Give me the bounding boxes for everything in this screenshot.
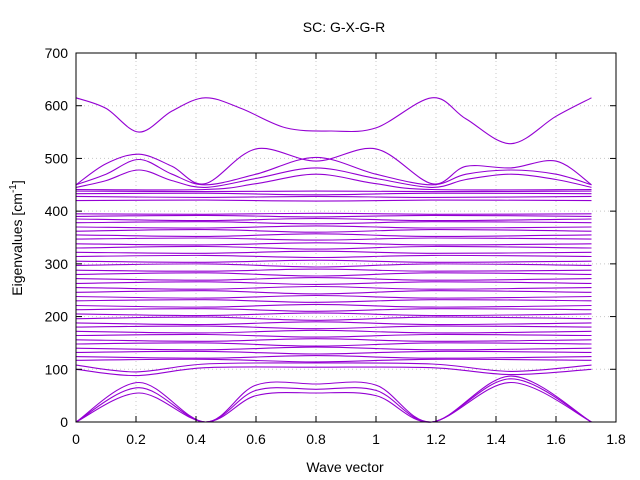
series-line xyxy=(75,294,592,299)
series-line xyxy=(75,321,592,326)
x-tick-label: 1.6 xyxy=(546,431,566,447)
y-tick-label: 500 xyxy=(45,150,69,166)
x-tick-label: 1.8 xyxy=(606,431,626,447)
series-line xyxy=(75,233,592,237)
series-line xyxy=(75,190,592,193)
series-line xyxy=(75,242,592,246)
series-line xyxy=(75,259,592,263)
x-tick-label: 1.2 xyxy=(426,431,446,447)
series-line xyxy=(75,338,592,342)
series-line xyxy=(75,325,592,330)
series-line xyxy=(75,366,592,377)
series-line xyxy=(75,350,592,355)
series-line xyxy=(75,312,592,317)
series-line xyxy=(75,167,592,188)
y-tick-label: 600 xyxy=(45,98,69,114)
y-axis-label-main: Eigenvalues [cm xyxy=(9,193,25,296)
series-line xyxy=(75,299,592,303)
x-tick-label: 0.4 xyxy=(186,431,206,447)
y-tick-label: 700 xyxy=(45,45,69,61)
series-line xyxy=(75,378,592,423)
series-line xyxy=(75,342,592,347)
series-line xyxy=(75,199,592,202)
series-line xyxy=(75,303,592,308)
axis-ticks: 0 0.2 0.4 0.6 0.8 1 1.2 1.4 1.6 1.8 0 100 200 300 400 5… xyxy=(45,45,626,447)
series-line xyxy=(75,192,592,196)
series-line xyxy=(75,212,592,215)
y-tick-label: 100 xyxy=(45,361,69,377)
series-line xyxy=(75,173,592,191)
series-line xyxy=(75,156,592,186)
series-line xyxy=(75,254,592,259)
x-tick-label: 0.8 xyxy=(306,431,326,447)
series-line xyxy=(75,281,592,285)
series-line xyxy=(75,272,592,277)
series-line xyxy=(75,316,592,321)
series-line xyxy=(75,97,592,145)
series-line xyxy=(75,355,592,359)
series-line xyxy=(75,250,592,254)
series-line xyxy=(75,358,592,363)
series-line xyxy=(75,346,592,351)
series-line xyxy=(75,245,592,250)
plot-border xyxy=(75,52,617,423)
series-line xyxy=(75,290,592,295)
series-line xyxy=(75,277,592,281)
series-line xyxy=(75,217,592,222)
series-line xyxy=(75,237,592,241)
series-line xyxy=(75,263,592,268)
y-tick-label: 200 xyxy=(45,309,69,325)
series-line xyxy=(75,268,592,272)
y-axis-label-tail: ] xyxy=(9,180,25,184)
x-tick-label: 0.2 xyxy=(126,431,146,447)
x-tick-label: 0.6 xyxy=(246,431,266,447)
series-line xyxy=(75,147,592,186)
series-line xyxy=(75,375,592,423)
series-line xyxy=(75,229,592,233)
y-tick-label: 0 xyxy=(60,414,68,430)
series-line xyxy=(75,285,592,290)
series-line xyxy=(75,362,592,373)
series-line xyxy=(75,333,592,338)
series-line xyxy=(75,221,592,225)
series-line xyxy=(75,381,592,423)
series-line xyxy=(75,329,592,334)
series-line xyxy=(75,195,592,198)
x-tick-label: 0 xyxy=(72,431,80,447)
y-tick-label: 400 xyxy=(45,203,69,219)
x-axis-label: Wave vector xyxy=(306,459,384,475)
chart-title: SC: G-X-G-R xyxy=(303,19,385,35)
x-tick-label: 1.4 xyxy=(486,431,506,447)
series-lines xyxy=(75,97,592,423)
series-line xyxy=(75,308,592,312)
series-line xyxy=(75,214,592,218)
y-axis-label-superscript: -1 xyxy=(8,184,19,193)
series-line xyxy=(75,225,592,229)
y-axis-label: Eigenvalues [cm-1] xyxy=(8,180,25,296)
x-tick-label: 1 xyxy=(372,431,380,447)
y-tick-label: 300 xyxy=(45,256,69,272)
